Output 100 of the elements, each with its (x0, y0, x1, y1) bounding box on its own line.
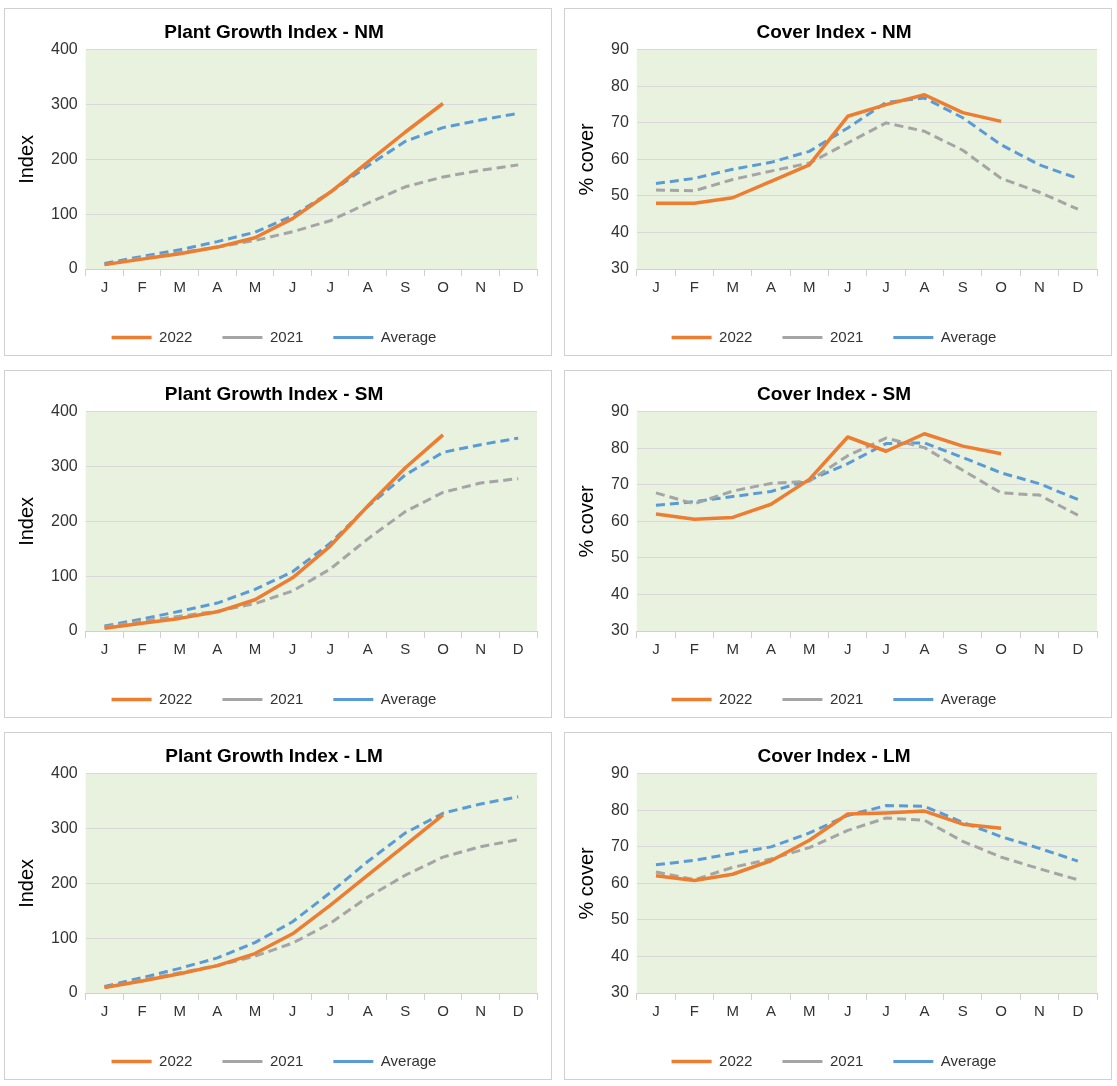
y-axis-title: % cover (574, 484, 597, 558)
x-tick-label: M (173, 278, 186, 296)
x-tick-label: D (512, 1002, 524, 1020)
x-tick-label: M (726, 278, 739, 296)
chart-title: Cover Index - NM (756, 20, 912, 42)
y-tick-label: 90 (611, 764, 629, 782)
x-tick-label: J (652, 1002, 660, 1020)
x-tick-label: S (957, 1002, 968, 1020)
legend-label: 2022 (719, 689, 753, 707)
y-axis-title: % cover (574, 846, 597, 920)
x-tick-label: F (137, 278, 147, 296)
y-tick-label: 0 (68, 259, 78, 277)
y-tick-label: 50 (611, 910, 629, 928)
x-tick-label: M (173, 640, 186, 658)
line-series (103, 436, 520, 628)
legend-label: Average (380, 689, 437, 707)
x-tick-label: O (437, 640, 449, 658)
x-tick-label: M (803, 278, 816, 296)
legend-label: 2021 (829, 689, 864, 707)
x-tick-label: A (766, 1002, 777, 1020)
legend-label: 2022 (159, 327, 193, 345)
y-tick-label: 300 (50, 95, 78, 113)
x-tick-label: O (437, 1002, 449, 1020)
x-tick-label: F (137, 1002, 147, 1020)
y-tick-label: 60 (611, 511, 629, 529)
x-tick-label: J (882, 1002, 890, 1020)
x-tick-label: A (212, 1002, 223, 1020)
x-tick-label: A (919, 1002, 930, 1020)
y-tick-label: 100 (50, 928, 78, 946)
legend-label: Average (380, 1051, 437, 1069)
chart-title: Cover Index - LM (757, 744, 911, 766)
y-tick-label: 50 (611, 186, 629, 204)
line-series (654, 441, 1080, 507)
y-tick-label: 60 (611, 149, 629, 167)
y-tick-label: 90 (611, 40, 629, 58)
x-tick-label: D (1072, 278, 1084, 296)
y-tick-label: 100 (50, 204, 78, 222)
legend-label: 2022 (719, 327, 753, 345)
y-tick-label: 70 (611, 113, 629, 131)
chart-title: Cover Index - SM (756, 382, 912, 404)
x-tick-label: A (212, 640, 223, 658)
x-tick-label: O (995, 278, 1007, 296)
legend-label: Average (940, 689, 997, 707)
y-tick-label: 90 (611, 402, 629, 420)
legend-label: 2022 (159, 689, 193, 707)
x-tick-label: N (475, 1002, 487, 1020)
x-tick-label: J (652, 278, 660, 296)
x-tick-label: A (766, 640, 777, 658)
x-tick-label: S (400, 1002, 411, 1020)
line-series (654, 436, 1080, 517)
y-axis-title: % cover (574, 122, 597, 196)
chart-title: Plant Growth Index - NM (164, 20, 384, 42)
y-tick-label: 40 (611, 584, 629, 602)
line-series (103, 795, 520, 988)
x-tick-label: J (100, 278, 109, 296)
x-tick-label: A (362, 640, 373, 658)
chart-title: Plant Growth Index - SM (164, 382, 384, 404)
line-series (103, 477, 520, 629)
y-tick-label: 80 (611, 800, 629, 818)
x-tick-label: J (652, 640, 660, 658)
legend-label: Average (940, 327, 997, 345)
chart-title: Plant Growth Index - LM (165, 744, 383, 766)
x-tick-label: D (1072, 1002, 1084, 1020)
legend-label: 2021 (829, 327, 864, 345)
y-axis-title: Index (14, 134, 37, 184)
y-tick-label: 60 (611, 873, 629, 891)
x-tick-label: N (1034, 278, 1045, 296)
x-tick-label: M (726, 640, 739, 658)
legend-label: Average (940, 1051, 997, 1069)
legend-label: 2022 (159, 1051, 193, 1069)
y-tick-label: 400 (50, 764, 78, 782)
y-axis-title: Index (14, 858, 37, 908)
x-tick-label: J (882, 640, 890, 658)
x-tick-label: J (100, 1002, 109, 1020)
x-tick-label: J (100, 640, 109, 658)
x-tick-label: S (957, 640, 968, 658)
x-tick-label: J (843, 640, 852, 658)
x-tick-label: D (512, 640, 524, 658)
x-tick-label: N (1034, 640, 1045, 658)
y-tick-label: 40 (611, 946, 629, 964)
line-series (654, 121, 1080, 211)
x-tick-label: O (995, 640, 1007, 658)
x-tick-label: A (362, 1002, 373, 1020)
x-tick-label: A (766, 278, 777, 296)
y-tick-label: 80 (611, 438, 629, 456)
x-tick-label: M (803, 1002, 816, 1020)
y-tick-label: 80 (611, 76, 629, 94)
legend-label: 2021 (829, 1051, 864, 1069)
x-tick-label: J (843, 1002, 852, 1020)
x-tick-label: M (248, 278, 262, 296)
y-tick-label: 70 (611, 475, 629, 493)
y-tick-label: 50 (611, 548, 629, 566)
y-tick-label: 300 (50, 819, 78, 837)
x-tick-label: M (248, 640, 262, 658)
x-tick-label: F (689, 640, 699, 658)
legend-label: Average (380, 327, 437, 345)
x-tick-label: F (137, 640, 147, 658)
x-tick-label: O (995, 1002, 1007, 1020)
x-tick-label: J (288, 1002, 297, 1020)
x-tick-label: J (882, 278, 890, 296)
